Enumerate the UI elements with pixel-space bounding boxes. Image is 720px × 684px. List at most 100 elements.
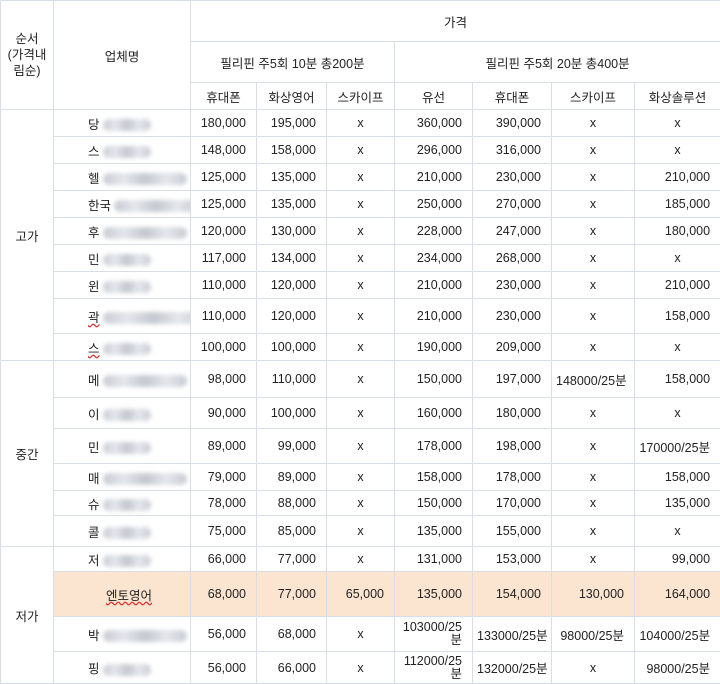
price-cell: 390,000	[473, 110, 552, 137]
price-cell: 85,000	[257, 516, 327, 547]
price-cell: x	[327, 218, 395, 245]
price-cell: 120,000	[257, 299, 327, 334]
price-cell: 100,000	[257, 334, 327, 361]
company-name-text: 매	[88, 472, 100, 486]
company-name: 콜	[54, 516, 191, 547]
price-cell: 125,000	[191, 164, 257, 191]
price-cell: 270,000	[473, 191, 552, 218]
price-cell: 135,000	[257, 164, 327, 191]
category-high: 고가	[1, 110, 54, 361]
price-cell: 158,000	[257, 137, 327, 164]
price-cell: 164,000	[635, 572, 720, 617]
col-header: 휴대폰	[191, 83, 257, 110]
price-cell: 150,000	[395, 491, 473, 516]
col-header: 화상영어	[257, 83, 327, 110]
price-cell: 112000/25분	[395, 652, 473, 684]
price-cell: 210,000	[635, 164, 720, 191]
redacted-name-mask	[103, 664, 151, 676]
price-cell: 155,000	[473, 516, 552, 547]
price-cell: x	[327, 361, 395, 398]
company-name-text: 스	[88, 342, 100, 356]
category-mid: 중간	[1, 361, 54, 547]
price-cell: 120,000	[257, 272, 327, 299]
price-cell: 89,000	[257, 464, 327, 491]
price-cell: 135,000	[395, 516, 473, 547]
col-header: 화상솔루션	[635, 83, 720, 110]
price-cell: 158,000	[395, 464, 473, 491]
price-cell: 158,000	[635, 464, 720, 491]
price-cell: 210,000	[395, 164, 473, 191]
price-cell: 104000/25분	[635, 617, 720, 652]
redacted-name-mask	[103, 630, 187, 642]
redacted-name-mask	[103, 442, 151, 454]
redacted-name-mask	[103, 375, 187, 387]
company-name: 후	[54, 218, 191, 245]
company-name-text: 이	[88, 408, 100, 422]
price-cell: 110,000	[191, 299, 257, 334]
redacted-name-mask	[103, 227, 187, 239]
price-cell: 154,000	[473, 572, 552, 617]
company-name-text: 당	[88, 118, 100, 132]
price-cell: 180,000	[473, 398, 552, 429]
price-cell: 170000/25분	[635, 429, 720, 464]
price-cell: 153,000	[473, 547, 552, 572]
price-cell: 99,000	[257, 429, 327, 464]
company-name: 저	[54, 547, 191, 572]
price-cell: x	[327, 617, 395, 652]
price-cell: x	[635, 137, 720, 164]
price-cell: 75,000	[191, 516, 257, 547]
price-cell: 250,000	[395, 191, 473, 218]
price-cell: x	[327, 272, 395, 299]
company-name: 민	[54, 429, 191, 464]
price-cell: 296,000	[395, 137, 473, 164]
price-cell: x	[552, 334, 635, 361]
price-cell: 117,000	[191, 245, 257, 272]
price-cell: 56,000	[191, 652, 257, 684]
price-cell: x	[552, 547, 635, 572]
col-header: 스카이프	[552, 83, 635, 110]
redacted-name-mask	[103, 473, 187, 485]
price-cell: 230,000	[473, 299, 552, 334]
price-cell: 135,000	[395, 572, 473, 617]
price-cell: x	[635, 398, 720, 429]
redacted-name-mask	[103, 409, 151, 421]
price-cell: 79,000	[191, 464, 257, 491]
price-cell: x	[327, 110, 395, 137]
price-cell: 148000/25분	[552, 361, 635, 398]
company-name-text: 윈	[88, 280, 100, 294]
price-cell: 178,000	[395, 429, 473, 464]
price-cell: x	[635, 334, 720, 361]
header-price: 가격	[191, 1, 720, 42]
price-cell: 98000/25분	[552, 617, 635, 652]
price-cell: 209,000	[473, 334, 552, 361]
company-name: 민	[54, 245, 191, 272]
price-cell: 120,000	[191, 218, 257, 245]
price-cell: x	[327, 245, 395, 272]
price-cell: x	[327, 652, 395, 684]
redacted-name-mask	[103, 281, 151, 293]
price-cell: 133000/25분	[473, 617, 552, 652]
price-cell: x	[552, 464, 635, 491]
redacted-name-mask	[103, 555, 151, 567]
price-cell: x	[552, 491, 635, 516]
company-name-text: 민	[88, 441, 100, 455]
price-cell: 103000/25분	[395, 617, 473, 652]
price-cell: 98,000	[191, 361, 257, 398]
price-cell: 160,000	[395, 398, 473, 429]
company-name: 스	[54, 137, 191, 164]
price-cell: 66,000	[191, 547, 257, 572]
company-name: 매	[54, 464, 191, 491]
price-cell: 148,000	[191, 137, 257, 164]
price-cell: 135,000	[257, 191, 327, 218]
